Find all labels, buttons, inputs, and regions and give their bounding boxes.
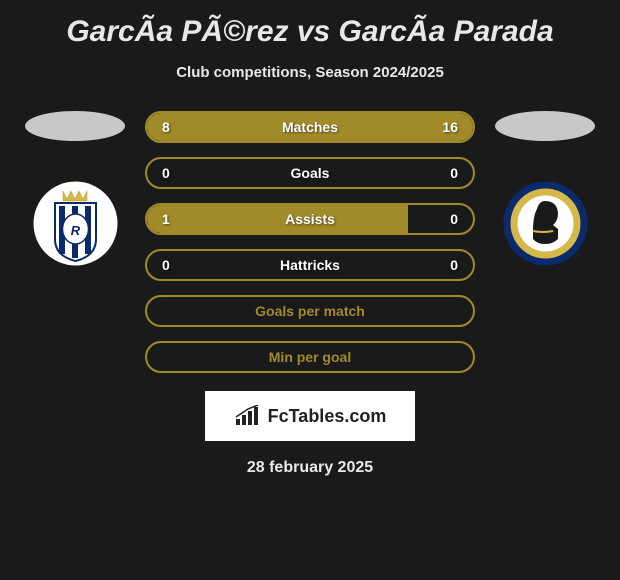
plain-row-min-per-goal: Min per goal	[145, 341, 475, 373]
badge-right-svg	[503, 181, 588, 266]
svg-text:R: R	[70, 223, 80, 238]
fctables-logo[interactable]: FcTables.com	[205, 391, 415, 441]
subtitle: Club competitions, Season 2024/2025	[0, 64, 620, 81]
stat-row-goals: 00Goals	[145, 157, 475, 189]
player-oval-right	[495, 111, 595, 141]
stats-column: 816Matches 00Goals 10Assists 00Hattricks Goa…	[145, 111, 475, 373]
plain-row-goals-per-match: Goals per match	[145, 295, 475, 327]
club-badge-left: R	[33, 181, 118, 266]
date-text: 28 february 2025	[0, 459, 620, 477]
left-column: R	[25, 111, 125, 266]
stat-label: Goals	[147, 165, 473, 181]
main-area: R 816Matches 00Goals 10Assists 00Hattricks G…	[0, 111, 620, 373]
stat-label: Assists	[147, 211, 473, 227]
stat-label: Matches	[147, 119, 473, 135]
stat-row-hattricks: 00Hattricks	[145, 249, 475, 281]
logo-text: FcTables.com	[268, 406, 387, 427]
player-oval-left	[25, 111, 125, 141]
stat-row-assists: 10Assists	[145, 203, 475, 235]
stat-label: Hattricks	[147, 257, 473, 273]
comparison-container: GarcÃ­a PÃ©rez vs GarcÃ­a Parada Club co…	[0, 0, 620, 487]
stat-row-matches: 816Matches	[145, 111, 475, 143]
badge-left-svg: R	[33, 181, 118, 266]
right-column	[495, 111, 595, 266]
chart-icon	[234, 405, 262, 427]
club-badge-right	[503, 181, 588, 266]
page-title: GarcÃ­a PÃ©rez vs GarcÃ­a Parada	[0, 15, 620, 49]
